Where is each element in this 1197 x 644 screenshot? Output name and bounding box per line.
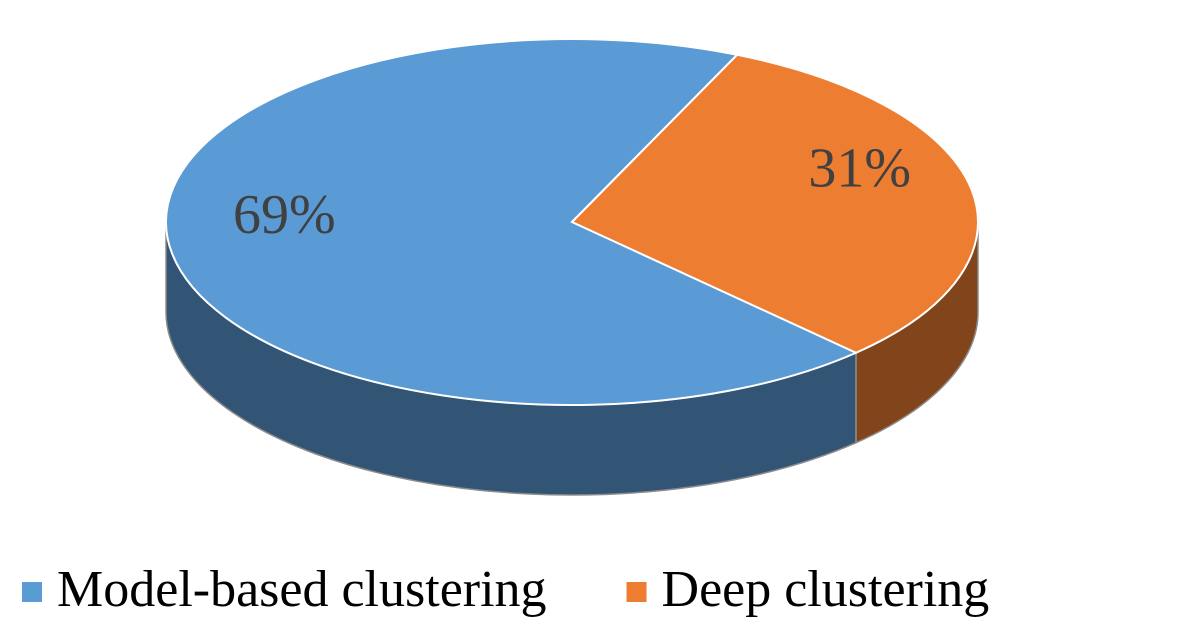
value-label: 69%	[233, 184, 336, 246]
value-label: 31%	[808, 138, 911, 200]
pie-top	[165, 38, 979, 406]
slice	[570, 53, 979, 354]
slice	[165, 38, 859, 406]
legend-marker	[22, 582, 42, 602]
legend-marker	[626, 582, 647, 602]
legend: Model-based clustering Deep clustering	[22, 561, 989, 618]
value-labels: 69% 31%	[233, 138, 911, 247]
legend-label: Deep clustering	[662, 561, 990, 618]
legend-label: Model-based clustering	[57, 561, 547, 618]
